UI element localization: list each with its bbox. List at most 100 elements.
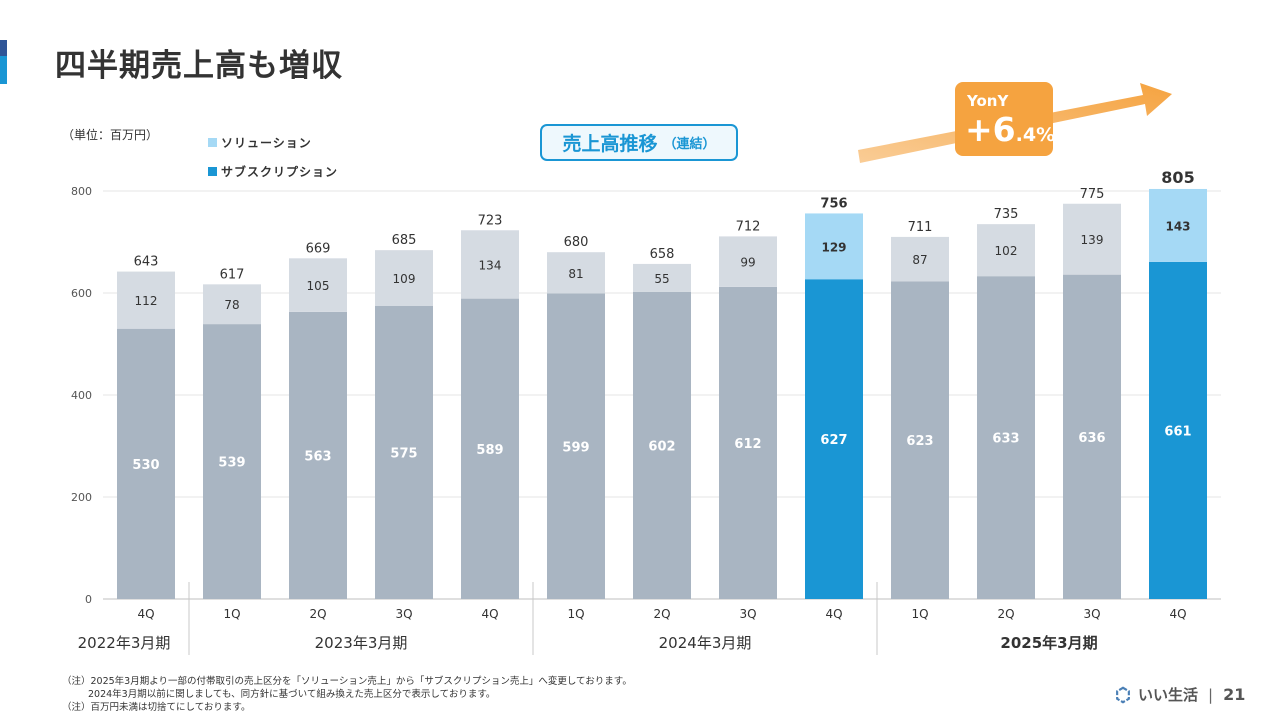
bar-solution xyxy=(547,252,605,294)
title-accent-bar xyxy=(0,40,7,84)
x-tick-label: 4Q xyxy=(825,607,842,621)
data-label-solution: 112 xyxy=(135,294,158,308)
fiscal-year-label: 2022年3月期 xyxy=(78,634,171,652)
data-label-solution: 102 xyxy=(995,244,1018,258)
bar-subscription xyxy=(375,305,433,599)
chart-title-sub: （連結） xyxy=(663,137,716,152)
bar-subscription xyxy=(977,276,1035,599)
brand-separator: | xyxy=(1208,685,1214,704)
data-label-total: 685 xyxy=(392,233,417,248)
data-label-solution: 78 xyxy=(224,298,239,312)
data-label-solution: 81 xyxy=(568,267,583,281)
y-tick-label: 400 xyxy=(71,389,92,402)
bar-solution xyxy=(203,284,261,325)
data-label-total: 805 xyxy=(1161,168,1194,187)
fiscal-year-label: 2024年3月期 xyxy=(659,634,752,652)
data-label-total: 711 xyxy=(908,220,933,235)
x-tick-label: 1Q xyxy=(911,607,928,621)
data-label-subscription: 661 xyxy=(1164,424,1191,439)
y-tick-label: 0 xyxy=(85,593,92,606)
y-tick-label: 800 xyxy=(71,185,92,198)
data-label-solution: 105 xyxy=(307,279,330,293)
x-tick-label: 2Q xyxy=(997,607,1014,621)
legend-label-subscription: サブスクリプション xyxy=(221,165,339,179)
footnote-2: 2024年3月期以前に関しましても、同方針に基づいて組み換えた売上区分で表示して… xyxy=(88,689,496,700)
bar-subscription xyxy=(547,293,605,599)
footnote-1: （注）2025年3月期より一部の付帯取引の売上区分を「ソリューション売上」から「… xyxy=(62,676,632,687)
legend-label-solution: ソリューション xyxy=(221,136,312,150)
data-label-subscription: 539 xyxy=(218,456,245,471)
footnotes: （注）2025年3月期より一部の付帯取引の売上区分を「ソリューション売上」から「… xyxy=(62,675,632,714)
bar-solution xyxy=(719,236,777,287)
bar-subscription xyxy=(461,298,519,599)
bar-subscription xyxy=(633,291,691,599)
data-label-solution: 99 xyxy=(740,256,755,270)
data-label-subscription: 602 xyxy=(648,439,675,454)
x-tick-label: 1Q xyxy=(223,607,240,621)
data-label-solution: 55 xyxy=(654,272,669,286)
bar-solution xyxy=(805,213,863,280)
data-label-total: 658 xyxy=(650,247,675,262)
data-label-subscription: 599 xyxy=(562,440,589,455)
brand-logo-icon xyxy=(1116,686,1130,703)
data-label-solution: 129 xyxy=(821,240,846,254)
yony-value: +6.4% xyxy=(965,112,1055,153)
bar-solution xyxy=(375,250,433,306)
data-label-subscription: 612 xyxy=(734,437,761,452)
yony-value-small: .4% xyxy=(1015,124,1056,146)
legend-item-solution: ソリューション xyxy=(208,128,338,157)
data-label-solution: 109 xyxy=(393,272,416,286)
data-label-subscription: 589 xyxy=(476,443,503,458)
bar-solution xyxy=(461,230,519,299)
bar-solution xyxy=(1149,188,1207,262)
data-label-subscription: 636 xyxy=(1078,431,1105,446)
bar-subscription xyxy=(719,286,777,599)
data-label-total: 669 xyxy=(306,241,331,256)
data-label-subscription: 627 xyxy=(820,433,847,448)
data-label-subscription: 530 xyxy=(132,458,159,473)
data-label-subscription: 563 xyxy=(304,449,331,464)
yony-label: YonY xyxy=(967,92,1009,110)
x-tick-label: 3Q xyxy=(1083,607,1100,621)
y-tick-label: 200 xyxy=(71,491,92,504)
data-label-solution: 143 xyxy=(1165,219,1190,233)
fiscal-year-label: 2025年3月期 xyxy=(1000,634,1097,652)
page-number: 21 xyxy=(1223,685,1246,704)
footnote-3: （注）百万円未満は切捨てにしております。 xyxy=(62,702,251,713)
bar-subscription xyxy=(117,328,175,599)
data-label-subscription: 575 xyxy=(390,446,417,461)
yony-badge: YonY +6.4% xyxy=(955,82,1055,156)
brand-name: いい生活 xyxy=(1138,686,1199,704)
data-label-total: 643 xyxy=(134,255,159,270)
legend-swatch-solution xyxy=(208,138,217,147)
x-tick-label: 4Q xyxy=(1169,607,1186,621)
bar-subscription xyxy=(1149,261,1207,599)
x-tick-label: 2Q xyxy=(309,607,326,621)
bar-solution xyxy=(1063,203,1121,275)
legend-swatch-subscription xyxy=(208,167,217,176)
x-tick-label: 4Q xyxy=(137,607,154,621)
data-label-solution: 139 xyxy=(1081,233,1104,247)
legend-item-subscription: サブスクリプション xyxy=(208,157,338,186)
chart-title-box: 売上高推移 （連結） xyxy=(540,124,738,161)
x-tick-label: 2Q xyxy=(653,607,670,621)
data-label-total: 756 xyxy=(820,196,847,211)
data-label-solution: 87 xyxy=(912,253,927,267)
data-label-subscription: 623 xyxy=(906,434,933,449)
bar-subscription xyxy=(289,311,347,599)
bar-solution xyxy=(977,224,1035,277)
fiscal-year-label: 2023年3月期 xyxy=(315,634,408,652)
data-label-total: 735 xyxy=(994,207,1019,222)
data-label-total: 617 xyxy=(220,267,245,282)
data-label-subscription: 633 xyxy=(992,432,1019,447)
page-title: 四半期売上高も増収 xyxy=(55,48,343,84)
brand-footer: いい生活 | 21 xyxy=(1114,684,1245,705)
bar-subscription xyxy=(891,281,949,599)
bar-solution xyxy=(633,263,691,292)
data-label-total: 723 xyxy=(478,213,503,228)
unit-label: （単位：百万円） xyxy=(62,128,159,142)
bar-subscription xyxy=(1063,274,1121,599)
yony-value-main: +6 xyxy=(965,110,1016,149)
data-label-solution: 134 xyxy=(479,258,502,272)
